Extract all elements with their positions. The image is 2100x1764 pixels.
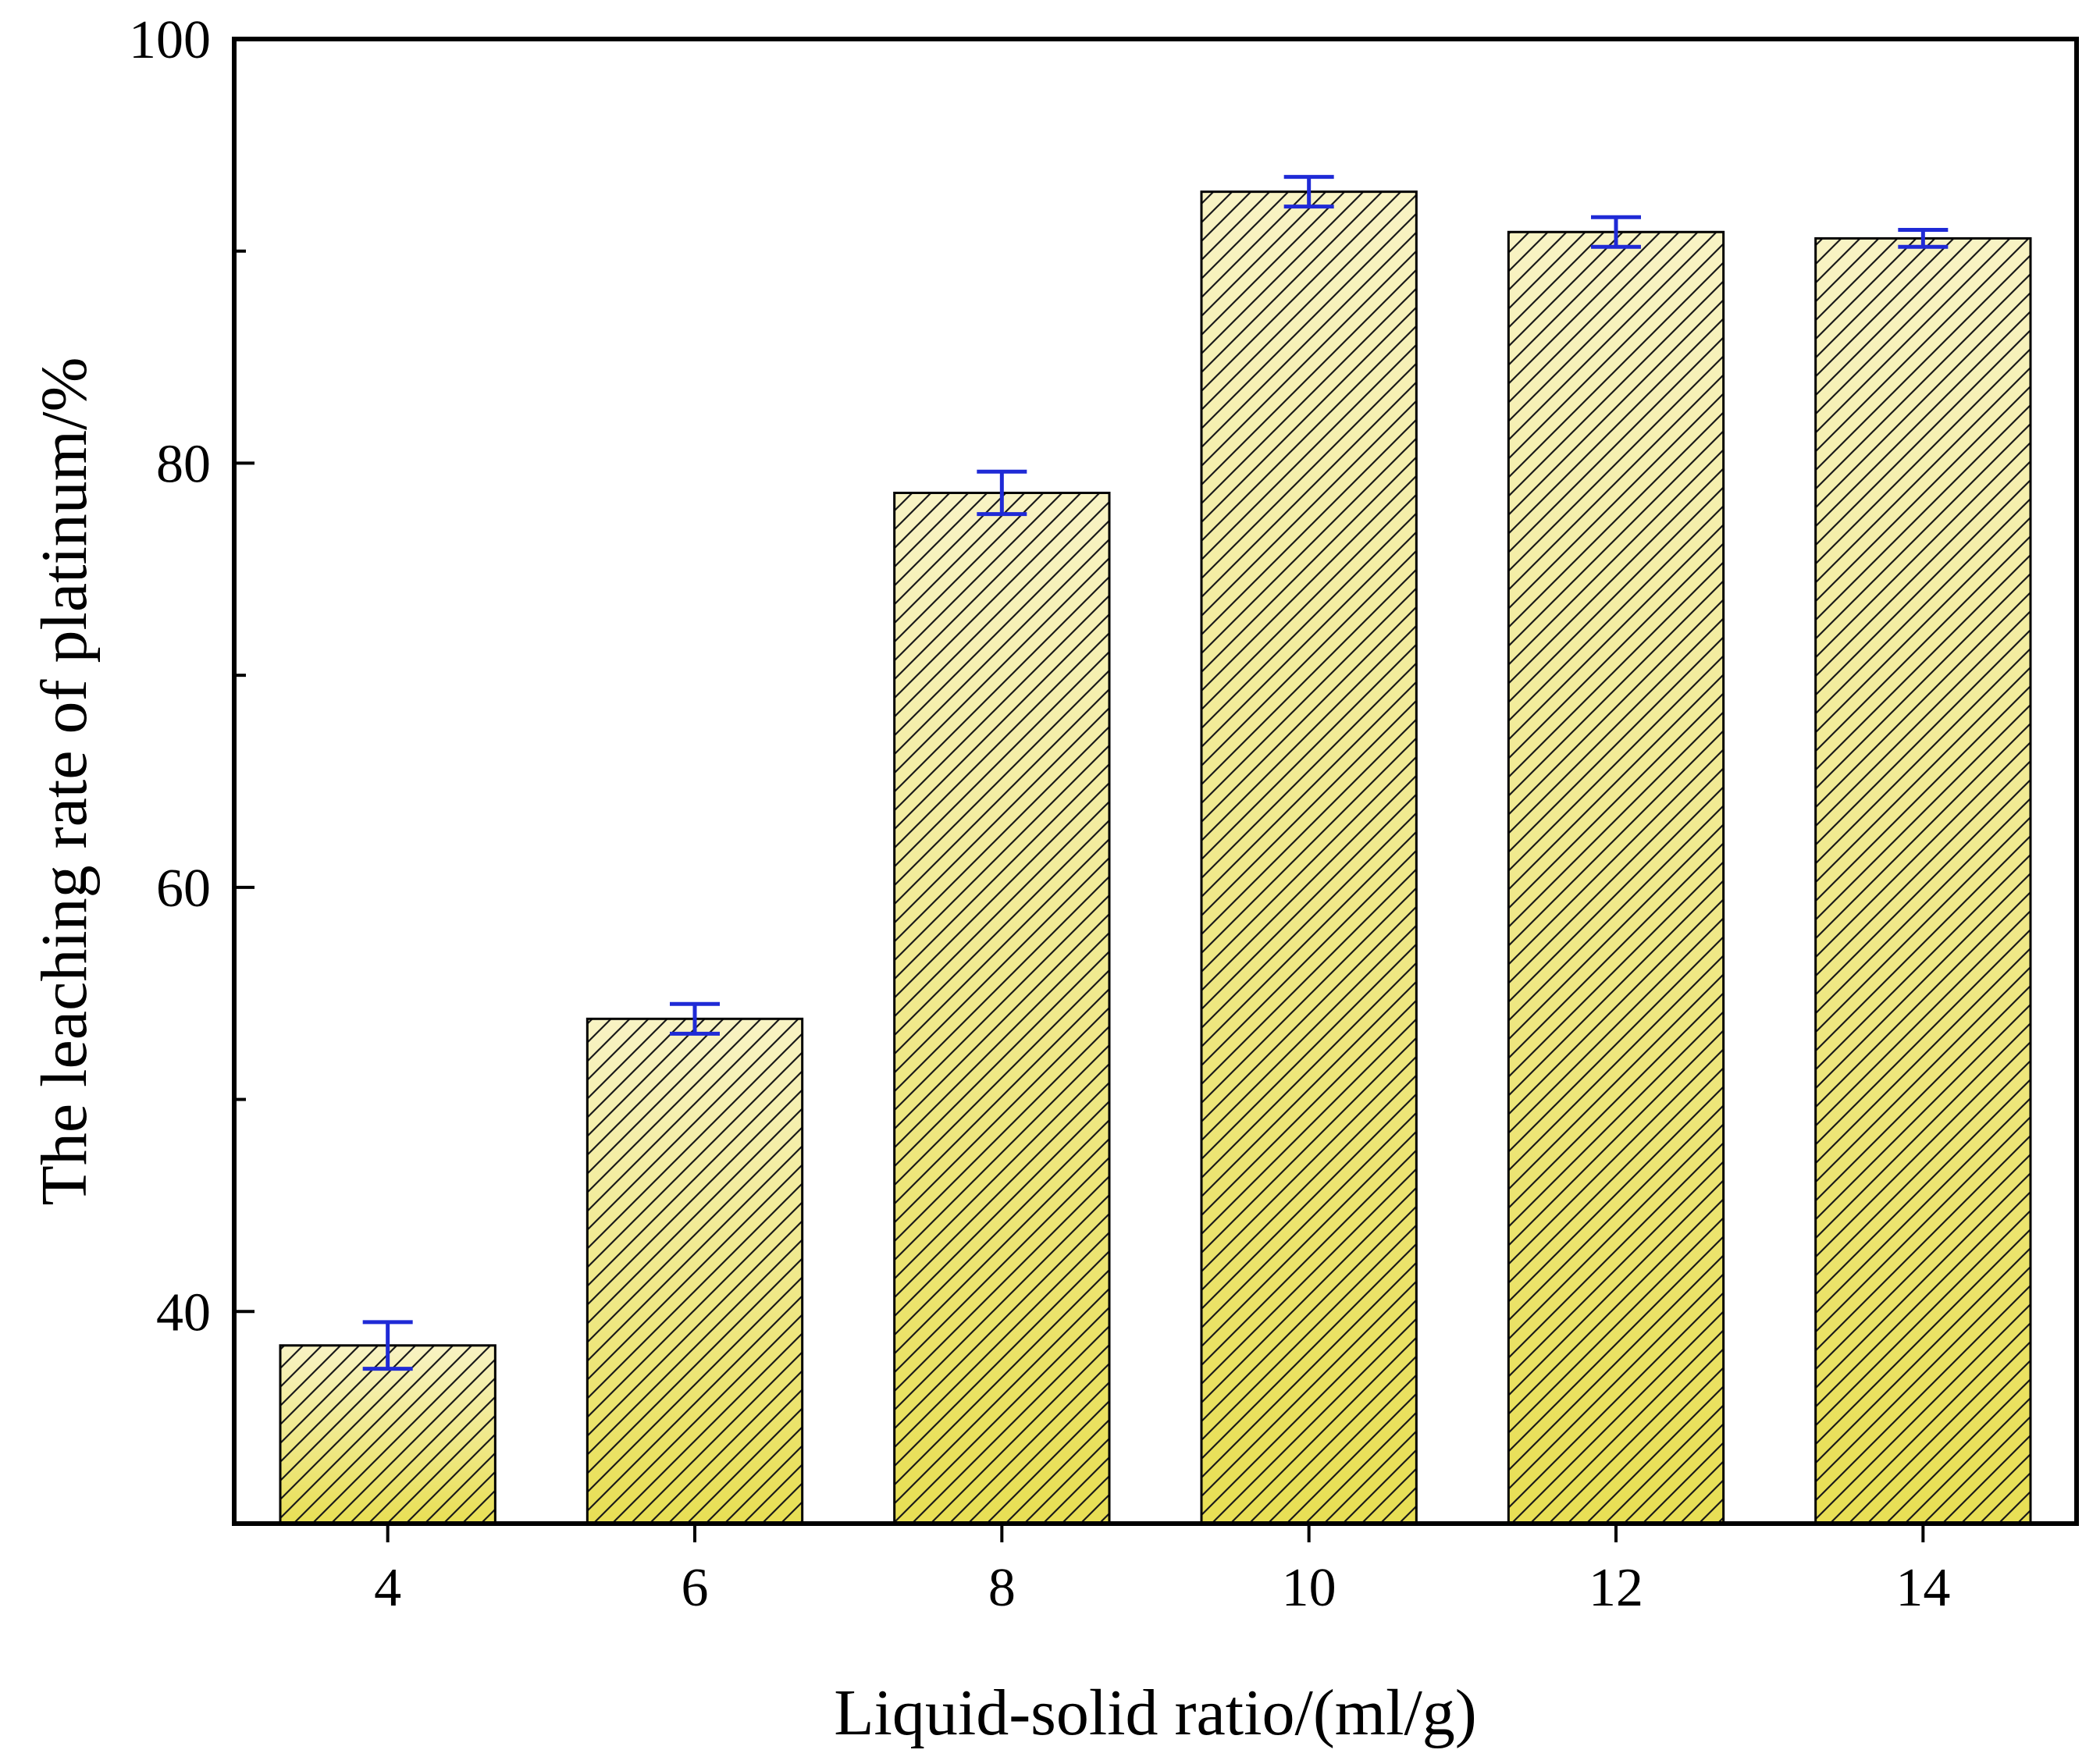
x-tick-label: 12 xyxy=(1589,1558,1643,1618)
x-tick-label: 14 xyxy=(1895,1558,1950,1618)
bar-group xyxy=(586,1001,804,1525)
error-bar xyxy=(670,1001,720,1036)
y-axis-label: The leaching rate of platinum/% xyxy=(28,357,101,1206)
y-tick-label: 80 xyxy=(156,434,211,494)
bar-group xyxy=(1507,215,1725,1525)
bar-group xyxy=(1814,228,2032,1525)
y-axis: 40 60 80 100 xyxy=(129,10,254,1343)
x-tick-label: 8 xyxy=(988,1558,1016,1618)
error-bar xyxy=(362,1320,413,1371)
x-axis-label: Liquid-solid ratio/(ml/g) xyxy=(834,1677,1477,1749)
y-tick-label: 40 xyxy=(156,1282,211,1343)
error-bar xyxy=(1898,228,1949,249)
y-tick-label: 60 xyxy=(156,859,211,919)
bar-hatch xyxy=(893,491,1111,1525)
bar-hatch xyxy=(586,1017,804,1525)
bar-hatch xyxy=(1200,190,1418,1525)
bar-group xyxy=(893,469,1111,1525)
x-tick-label: 10 xyxy=(1282,1558,1337,1618)
plot-area xyxy=(279,175,2032,1525)
bar-group xyxy=(279,1320,497,1525)
bar-hatch xyxy=(279,1344,497,1525)
bar-hatch xyxy=(1814,237,2032,1525)
bar-hatch xyxy=(1507,230,1725,1525)
bar-group xyxy=(1200,175,1418,1525)
x-axis: 4 6 8 10 12 14 xyxy=(374,1524,1950,1618)
x-tick-label: 4 xyxy=(374,1558,401,1618)
plot-frame xyxy=(232,37,2079,1526)
x-tick-label: 6 xyxy=(682,1558,709,1618)
error-bar xyxy=(1591,215,1641,249)
error-bar xyxy=(1283,175,1334,209)
error-bar xyxy=(977,469,1027,517)
y-tick-label: 100 xyxy=(129,10,211,70)
